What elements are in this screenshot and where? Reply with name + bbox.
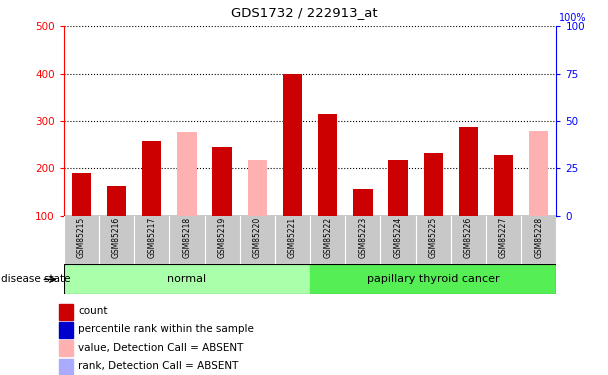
Text: normal: normal (167, 274, 207, 284)
Bar (494, 155, 513, 216)
Text: rank, Detection Call = ABSENT: rank, Detection Call = ABSENT (78, 361, 238, 371)
Text: percentile rank within the sample: percentile rank within the sample (78, 324, 254, 334)
Text: GSM85217: GSM85217 (147, 217, 156, 258)
Text: GSM85226: GSM85226 (464, 217, 473, 258)
Bar (60, 358, 73, 375)
Text: papillary thyroid cancer: papillary thyroid cancer (367, 274, 500, 284)
Text: value, Detection Call = ABSENT: value, Detection Call = ABSENT (78, 343, 243, 352)
Text: GSM85227: GSM85227 (499, 217, 508, 258)
Bar (107, 186, 126, 216)
Bar (529, 131, 548, 216)
Bar (458, 127, 478, 216)
Bar (60, 304, 73, 320)
Bar (60, 322, 73, 338)
Text: GSM85218: GSM85218 (182, 217, 192, 258)
Bar (283, 74, 302, 216)
Text: GDS1732 / 222913_at: GDS1732 / 222913_at (230, 6, 378, 19)
Text: GSM85219: GSM85219 (218, 217, 227, 258)
Bar (247, 160, 267, 216)
Text: GSM85222: GSM85222 (323, 217, 332, 258)
Bar (310, 264, 556, 294)
Text: GSM85221: GSM85221 (288, 217, 297, 258)
Bar (212, 147, 232, 216)
Text: GSM85220: GSM85220 (253, 217, 262, 258)
Text: GSM85215: GSM85215 (77, 217, 86, 258)
Bar (424, 153, 443, 216)
Bar (60, 340, 73, 356)
Text: GSM85228: GSM85228 (534, 217, 543, 258)
Text: disease state: disease state (1, 274, 71, 284)
Text: GSM85225: GSM85225 (429, 217, 438, 258)
Text: GSM85223: GSM85223 (358, 217, 367, 258)
Bar (389, 160, 408, 216)
Text: GSM85224: GSM85224 (393, 217, 402, 258)
Text: count: count (78, 306, 108, 316)
Bar (72, 173, 91, 216)
Bar (318, 114, 337, 216)
Text: 100%: 100% (559, 13, 587, 23)
Bar (178, 132, 196, 216)
Bar (64, 264, 310, 294)
Bar (142, 141, 162, 216)
Bar (353, 189, 373, 216)
Text: GSM85216: GSM85216 (112, 217, 121, 258)
